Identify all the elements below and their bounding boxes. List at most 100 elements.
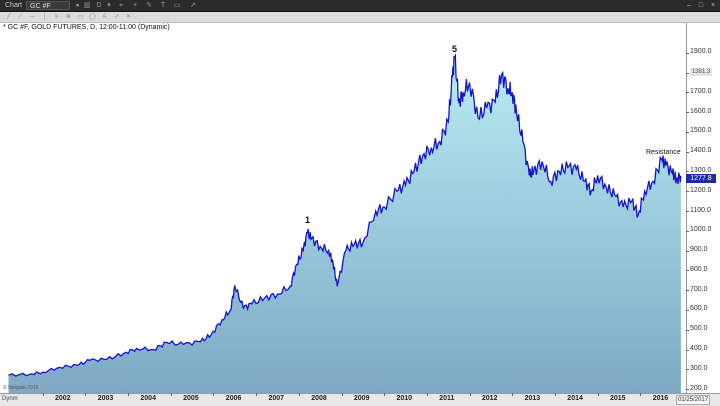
x-tick-mark (640, 393, 642, 396)
x-tick-mark (128, 393, 130, 396)
tool-delete-icon[interactable]: ✕ (125, 14, 132, 20)
chart-title: * GC #F, GOLD FUTURES, D, 12:00-11:00 (D… (3, 24, 170, 31)
settings-icon[interactable]: ▾ (107, 2, 111, 9)
arrow-icon[interactable]: ↗ (190, 2, 196, 9)
crosshair-icon[interactable]: + (132, 2, 138, 9)
y-tick-label: 1000.0 (690, 226, 712, 234)
y-tick-label: 300.0 (690, 364, 708, 372)
y-tick-label: 1600.0 (690, 107, 712, 115)
x-tick-label: 2013 (524, 395, 541, 402)
x-tick-label: 2014 (567, 395, 583, 402)
tool-fib-icon[interactable]: ≣ (65, 14, 72, 20)
x-tick-mark (426, 393, 428, 396)
x-tick-label: 2003 (97, 395, 114, 402)
y-tick-label: 1900.0 (690, 48, 712, 56)
y-tick-mark (686, 52, 689, 54)
x-tick-mark (298, 393, 300, 396)
y-tick-mark (686, 112, 689, 113)
x-tick-label: 2005 (183, 395, 199, 402)
x-tick-mark (85, 393, 87, 396)
wave-1-label: 1 (305, 215, 311, 225)
y-tick-label: 900.0 (690, 246, 708, 253)
x-tick-mark (469, 393, 471, 396)
y-tick-mark (686, 191, 689, 193)
x-tick-label: 2011 (439, 395, 455, 402)
minimize-icon[interactable]: – (687, 2, 691, 9)
y-tick-mark (686, 131, 689, 133)
y-tick-label: 1400.0 (690, 147, 712, 155)
drawing-toolbar: ╱ ⟋ ─ │ ≡ ≣ ▭ ◯ A ↗ ✕ (0, 12, 720, 23)
text-icon[interactable]: T (160, 2, 166, 9)
x-tick-mark (512, 393, 514, 396)
copyright-text: © Norgate 2016 (3, 385, 39, 391)
current-date-box: 01/25/2017 (676, 395, 711, 405)
x-tick-label: 2015 (610, 395, 626, 402)
x-tick-mark (256, 393, 258, 396)
y-tick-mark (686, 290, 689, 292)
tool-rect-icon[interactable]: ▭ (77, 14, 84, 20)
x-tick-label: 2016 (652, 395, 669, 402)
price-chart (8, 53, 682, 393)
x-tick-label: 2009 (353, 395, 370, 402)
y-tick-label: 700.0 (690, 285, 708, 293)
maximize-icon[interactable]: □ (698, 2, 704, 9)
y-tick-label: 1700.0 (690, 87, 712, 95)
pen-icon[interactable]: ✎ (146, 2, 152, 9)
y-tick-mark (686, 389, 689, 390)
x-tick-mark (384, 393, 386, 396)
x-tick-label: 2008 (311, 395, 327, 402)
tool-ray-icon[interactable]: ⟋ (18, 14, 23, 20)
bars-icon[interactable]: ▥ (83, 2, 91, 9)
price-area (8, 55, 681, 393)
y-tick-mark (686, 250, 689, 252)
y-tick-mark (686, 309, 689, 311)
y-tick-label: 400.0 (690, 345, 708, 352)
cursor-icon[interactable]: ⌖ (119, 2, 123, 9)
price-axis[interactable] (686, 23, 720, 393)
y-tick-label: 1500.0 (690, 127, 712, 135)
timeframe-button[interactable]: D (96, 2, 102, 9)
y-tick-mark (686, 92, 689, 94)
last-price-tag: 1277.8 (686, 174, 716, 183)
tool-line-icon[interactable]: ╱ (6, 14, 11, 20)
cycle-icon[interactable]: ◂ (75, 2, 79, 9)
x-tick-mark (213, 393, 215, 396)
tool-hline-icon[interactable]: ─ (30, 14, 35, 20)
tool-arrow-icon[interactable]: ↗ (113, 14, 120, 20)
close-icon[interactable]: × (710, 2, 716, 9)
tool-vline-icon[interactable]: │ (42, 14, 47, 20)
x-tick-mark (597, 393, 599, 396)
y-tick-label: 1300.0 (690, 166, 712, 174)
x-tick-mark (554, 393, 556, 396)
y-tick-mark (686, 72, 689, 74)
y-tick-mark (686, 211, 689, 212)
x-tick-label: 2002 (55, 395, 71, 402)
y-tick-mark (686, 230, 689, 232)
x-tick-mark (42, 393, 44, 396)
y-tick-label: 500.0 (690, 325, 708, 333)
tool-channel-icon[interactable]: ≡ (54, 14, 59, 20)
tool-text-icon[interactable]: A (102, 14, 107, 20)
axis-mode-label[interactable]: Dynm (2, 396, 18, 402)
x-tick-label: 2012 (481, 395, 498, 402)
resistance-label: Resistance (646, 149, 681, 156)
x-tick-mark (170, 393, 172, 396)
y-tick-label: 1100.0 (690, 206, 711, 214)
window-title: Chart (5, 2, 23, 9)
y-tick-label: 200.0 (690, 384, 708, 392)
x-tick-mark (341, 393, 343, 396)
y-tick-label: 600.0 (690, 305, 708, 313)
y-tick-mark (686, 171, 689, 173)
box-icon[interactable]: ▭ (173, 2, 181, 9)
y-tick-mark (686, 270, 689, 272)
price-line (8, 53, 682, 377)
x-tick-label: 2010 (396, 395, 413, 402)
x-tick-label: 2007 (268, 395, 285, 402)
symbol-field[interactable]: GC #F (26, 1, 70, 10)
y-tick-label: 800.0 (690, 265, 708, 273)
wave-5-label: 5 (452, 44, 458, 54)
tool-ellipse-icon[interactable]: ◯ (89, 14, 96, 20)
x-tick-label: 2006 (225, 395, 242, 402)
time-axis[interactable] (0, 393, 720, 406)
x-tick-label: 2004 (140, 395, 156, 402)
